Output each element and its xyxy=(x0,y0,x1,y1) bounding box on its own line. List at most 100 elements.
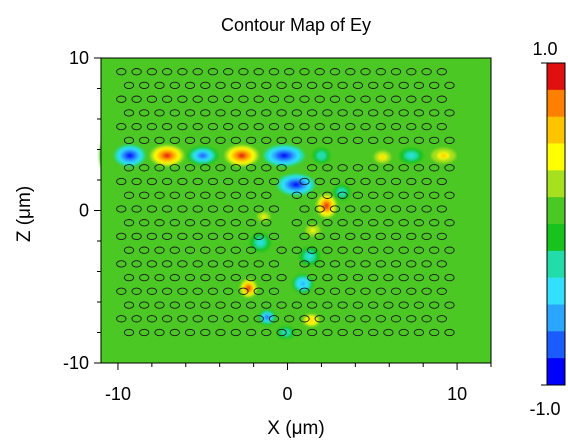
air-hole xyxy=(154,191,165,199)
air-hole xyxy=(360,260,371,268)
air-hole xyxy=(413,246,425,254)
air-hole xyxy=(215,109,226,117)
air-hole xyxy=(253,177,264,186)
colorbar-max-label: 1.0 xyxy=(532,39,557,59)
air-hole xyxy=(161,205,173,213)
air-hole xyxy=(375,315,386,323)
air-hole xyxy=(398,136,409,145)
air-hole xyxy=(276,273,287,282)
contour-level xyxy=(106,151,110,160)
air-hole xyxy=(444,219,455,227)
air-hole xyxy=(116,287,127,295)
air-hole xyxy=(276,246,287,254)
air-hole xyxy=(215,164,226,172)
air-hole xyxy=(238,260,249,268)
contour-level xyxy=(440,153,447,158)
field-region xyxy=(263,144,305,167)
air-hole xyxy=(268,95,280,103)
contour-level xyxy=(307,254,312,259)
air-hole xyxy=(261,191,272,199)
air-hole xyxy=(116,260,127,268)
air-hole xyxy=(444,136,455,145)
air-hole xyxy=(177,260,188,268)
air-hole xyxy=(291,81,302,90)
x-tick-label: 0 xyxy=(283,384,293,404)
air-hole xyxy=(306,109,318,117)
air-hole xyxy=(207,68,219,76)
air-hole xyxy=(123,328,135,337)
plot-area: -10 0 10 10 0 -10 xyxy=(63,48,492,404)
air-hole xyxy=(177,68,188,76)
air-hole xyxy=(421,315,432,323)
air-hole xyxy=(284,68,295,76)
air-hole xyxy=(306,246,318,254)
air-hole xyxy=(161,95,173,103)
x-axis-label: X (μm) xyxy=(267,418,324,439)
air-hole xyxy=(169,109,180,117)
air-hole xyxy=(131,232,142,241)
air-hole xyxy=(444,273,455,282)
air-hole xyxy=(436,95,447,103)
air-hole xyxy=(429,246,440,254)
air-hole xyxy=(368,191,379,199)
colorbar-min-label: -1.0 xyxy=(529,399,560,419)
field-region xyxy=(224,144,259,167)
air-hole xyxy=(322,81,333,90)
air-hole xyxy=(230,328,241,337)
air-hole xyxy=(131,95,142,103)
chart-title: Contour Map of Ey xyxy=(221,15,371,35)
air-hole xyxy=(345,287,356,295)
air-hole xyxy=(116,122,127,131)
field-region xyxy=(253,209,274,225)
air-hole xyxy=(284,122,295,131)
air-hole xyxy=(322,109,333,117)
air-hole xyxy=(207,205,219,213)
air-hole xyxy=(200,109,211,117)
air-hole xyxy=(177,122,188,131)
air-hole xyxy=(245,219,257,227)
air-hole xyxy=(215,246,226,254)
air-hole xyxy=(268,315,280,323)
air-hole xyxy=(429,328,440,337)
air-hole xyxy=(375,68,386,76)
contour-level xyxy=(310,228,316,233)
air-hole xyxy=(276,109,287,117)
air-hole xyxy=(444,109,455,117)
contour-level xyxy=(265,315,269,319)
colorbar-band xyxy=(547,63,565,91)
air-hole xyxy=(154,273,165,282)
air-hole xyxy=(192,260,203,268)
air-hole xyxy=(406,122,417,131)
air-hole xyxy=(131,122,142,131)
air-hole xyxy=(413,219,425,227)
air-hole xyxy=(314,177,325,186)
air-hole xyxy=(368,328,379,337)
air-hole xyxy=(123,273,135,282)
air-hole xyxy=(421,260,432,268)
air-hole xyxy=(131,177,142,186)
field-region xyxy=(277,173,315,196)
contour-level xyxy=(300,281,305,286)
air-hole xyxy=(276,81,287,90)
air-hole xyxy=(230,246,241,254)
air-hole xyxy=(398,273,409,282)
air-hole xyxy=(314,95,325,103)
air-hole xyxy=(314,260,325,268)
air-hole xyxy=(390,95,402,103)
air-hole xyxy=(306,164,318,172)
air-hole xyxy=(154,81,165,90)
air-hole xyxy=(329,205,341,213)
air-hole xyxy=(184,81,196,90)
air-hole xyxy=(360,287,371,295)
air-hole xyxy=(169,328,180,337)
air-hole xyxy=(215,136,226,145)
air-hole xyxy=(177,95,188,103)
air-hole xyxy=(253,315,264,323)
air-hole xyxy=(215,301,226,309)
colorbar-band xyxy=(547,197,565,225)
air-hole xyxy=(276,301,287,309)
air-hole xyxy=(169,164,180,172)
air-hole xyxy=(238,205,249,213)
air-hole xyxy=(223,95,234,103)
air-hole xyxy=(184,246,196,254)
